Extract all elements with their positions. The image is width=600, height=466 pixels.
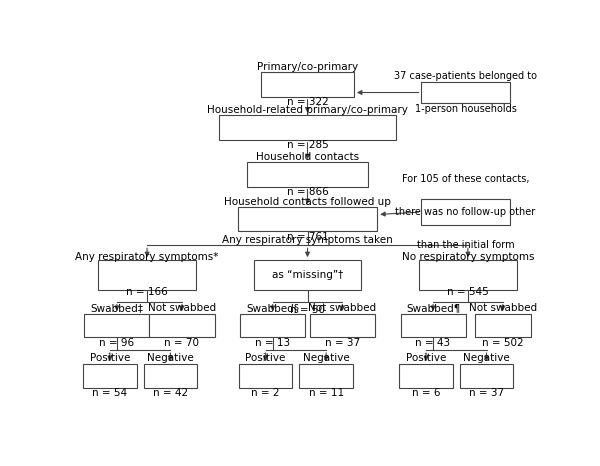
- Text: n = 6: n = 6: [412, 389, 440, 398]
- Text: n = 96: n = 96: [99, 338, 134, 348]
- Text: Swabbed‡: Swabbed‡: [91, 303, 143, 313]
- Text: as “missing”†: as “missing”†: [272, 270, 343, 280]
- FancyBboxPatch shape: [401, 314, 466, 337]
- FancyBboxPatch shape: [421, 199, 510, 225]
- Text: Positive: Positive: [89, 354, 130, 363]
- FancyBboxPatch shape: [143, 364, 197, 388]
- Text: Primary/co-primary: Primary/co-primary: [257, 62, 358, 72]
- FancyBboxPatch shape: [460, 364, 513, 388]
- FancyBboxPatch shape: [240, 314, 305, 337]
- Text: Not swabbed: Not swabbed: [148, 303, 216, 313]
- FancyBboxPatch shape: [98, 260, 196, 289]
- FancyBboxPatch shape: [419, 260, 517, 289]
- FancyBboxPatch shape: [310, 314, 375, 337]
- Text: n = 50: n = 50: [290, 305, 325, 315]
- Text: Not swabbed: Not swabbed: [469, 303, 537, 313]
- Text: No respiratory symptoms: No respiratory symptoms: [401, 252, 534, 262]
- Text: Swabbed¶: Swabbed¶: [406, 303, 460, 313]
- Text: Any respiratory symptoms taken: Any respiratory symptoms taken: [222, 235, 393, 245]
- Text: n = 166: n = 166: [126, 288, 168, 297]
- FancyBboxPatch shape: [475, 314, 531, 337]
- FancyBboxPatch shape: [400, 364, 453, 388]
- Text: n = 43: n = 43: [415, 338, 451, 348]
- Text: Not swabbed: Not swabbed: [308, 303, 376, 313]
- Text: n = 866: n = 866: [287, 187, 328, 197]
- Text: n = 502: n = 502: [482, 338, 524, 348]
- FancyBboxPatch shape: [254, 260, 361, 289]
- Text: n = 37: n = 37: [325, 338, 360, 348]
- Text: Any respiratory symptoms*: Any respiratory symptoms*: [76, 252, 219, 262]
- FancyBboxPatch shape: [261, 72, 354, 97]
- Text: n = 42: n = 42: [153, 389, 188, 398]
- Text: For 105 of these contacts,: For 105 of these contacts,: [402, 174, 529, 185]
- Text: n = 2: n = 2: [251, 389, 280, 398]
- Text: n = 11: n = 11: [308, 389, 344, 398]
- Text: Household-related primary/co-primary: Household-related primary/co-primary: [207, 105, 408, 115]
- Text: n = 285: n = 285: [287, 140, 328, 150]
- FancyBboxPatch shape: [83, 364, 137, 388]
- Text: Household contacts: Household contacts: [256, 152, 359, 162]
- Text: than the initial form: than the initial form: [417, 240, 514, 250]
- Text: Household contacts followed up: Household contacts followed up: [224, 197, 391, 207]
- FancyBboxPatch shape: [247, 162, 368, 186]
- FancyBboxPatch shape: [299, 364, 353, 388]
- Text: Positive: Positive: [406, 354, 446, 363]
- FancyBboxPatch shape: [219, 116, 396, 140]
- Text: n = 54: n = 54: [92, 389, 127, 398]
- Text: n = 13: n = 13: [255, 338, 290, 348]
- FancyBboxPatch shape: [149, 314, 215, 337]
- FancyBboxPatch shape: [421, 82, 510, 103]
- Text: Negative: Negative: [463, 354, 510, 363]
- FancyBboxPatch shape: [238, 207, 377, 232]
- Text: Swabbed§: Swabbed§: [246, 303, 299, 313]
- Text: n = 70: n = 70: [164, 338, 199, 348]
- Text: Negative: Negative: [147, 354, 194, 363]
- Text: 37 case-patients belonged to: 37 case-patients belonged to: [394, 71, 537, 81]
- Text: n = 761: n = 761: [287, 232, 328, 242]
- FancyBboxPatch shape: [84, 314, 149, 337]
- Text: Positive: Positive: [245, 354, 286, 363]
- Text: n = 322: n = 322: [287, 97, 328, 107]
- FancyBboxPatch shape: [239, 364, 292, 388]
- Text: Negative: Negative: [303, 354, 349, 363]
- Text: there was no follow-up other: there was no follow-up other: [395, 207, 536, 217]
- Text: n = 545: n = 545: [447, 288, 489, 297]
- Text: 1-person households: 1-person households: [415, 104, 517, 114]
- Text: n = 37: n = 37: [469, 389, 504, 398]
